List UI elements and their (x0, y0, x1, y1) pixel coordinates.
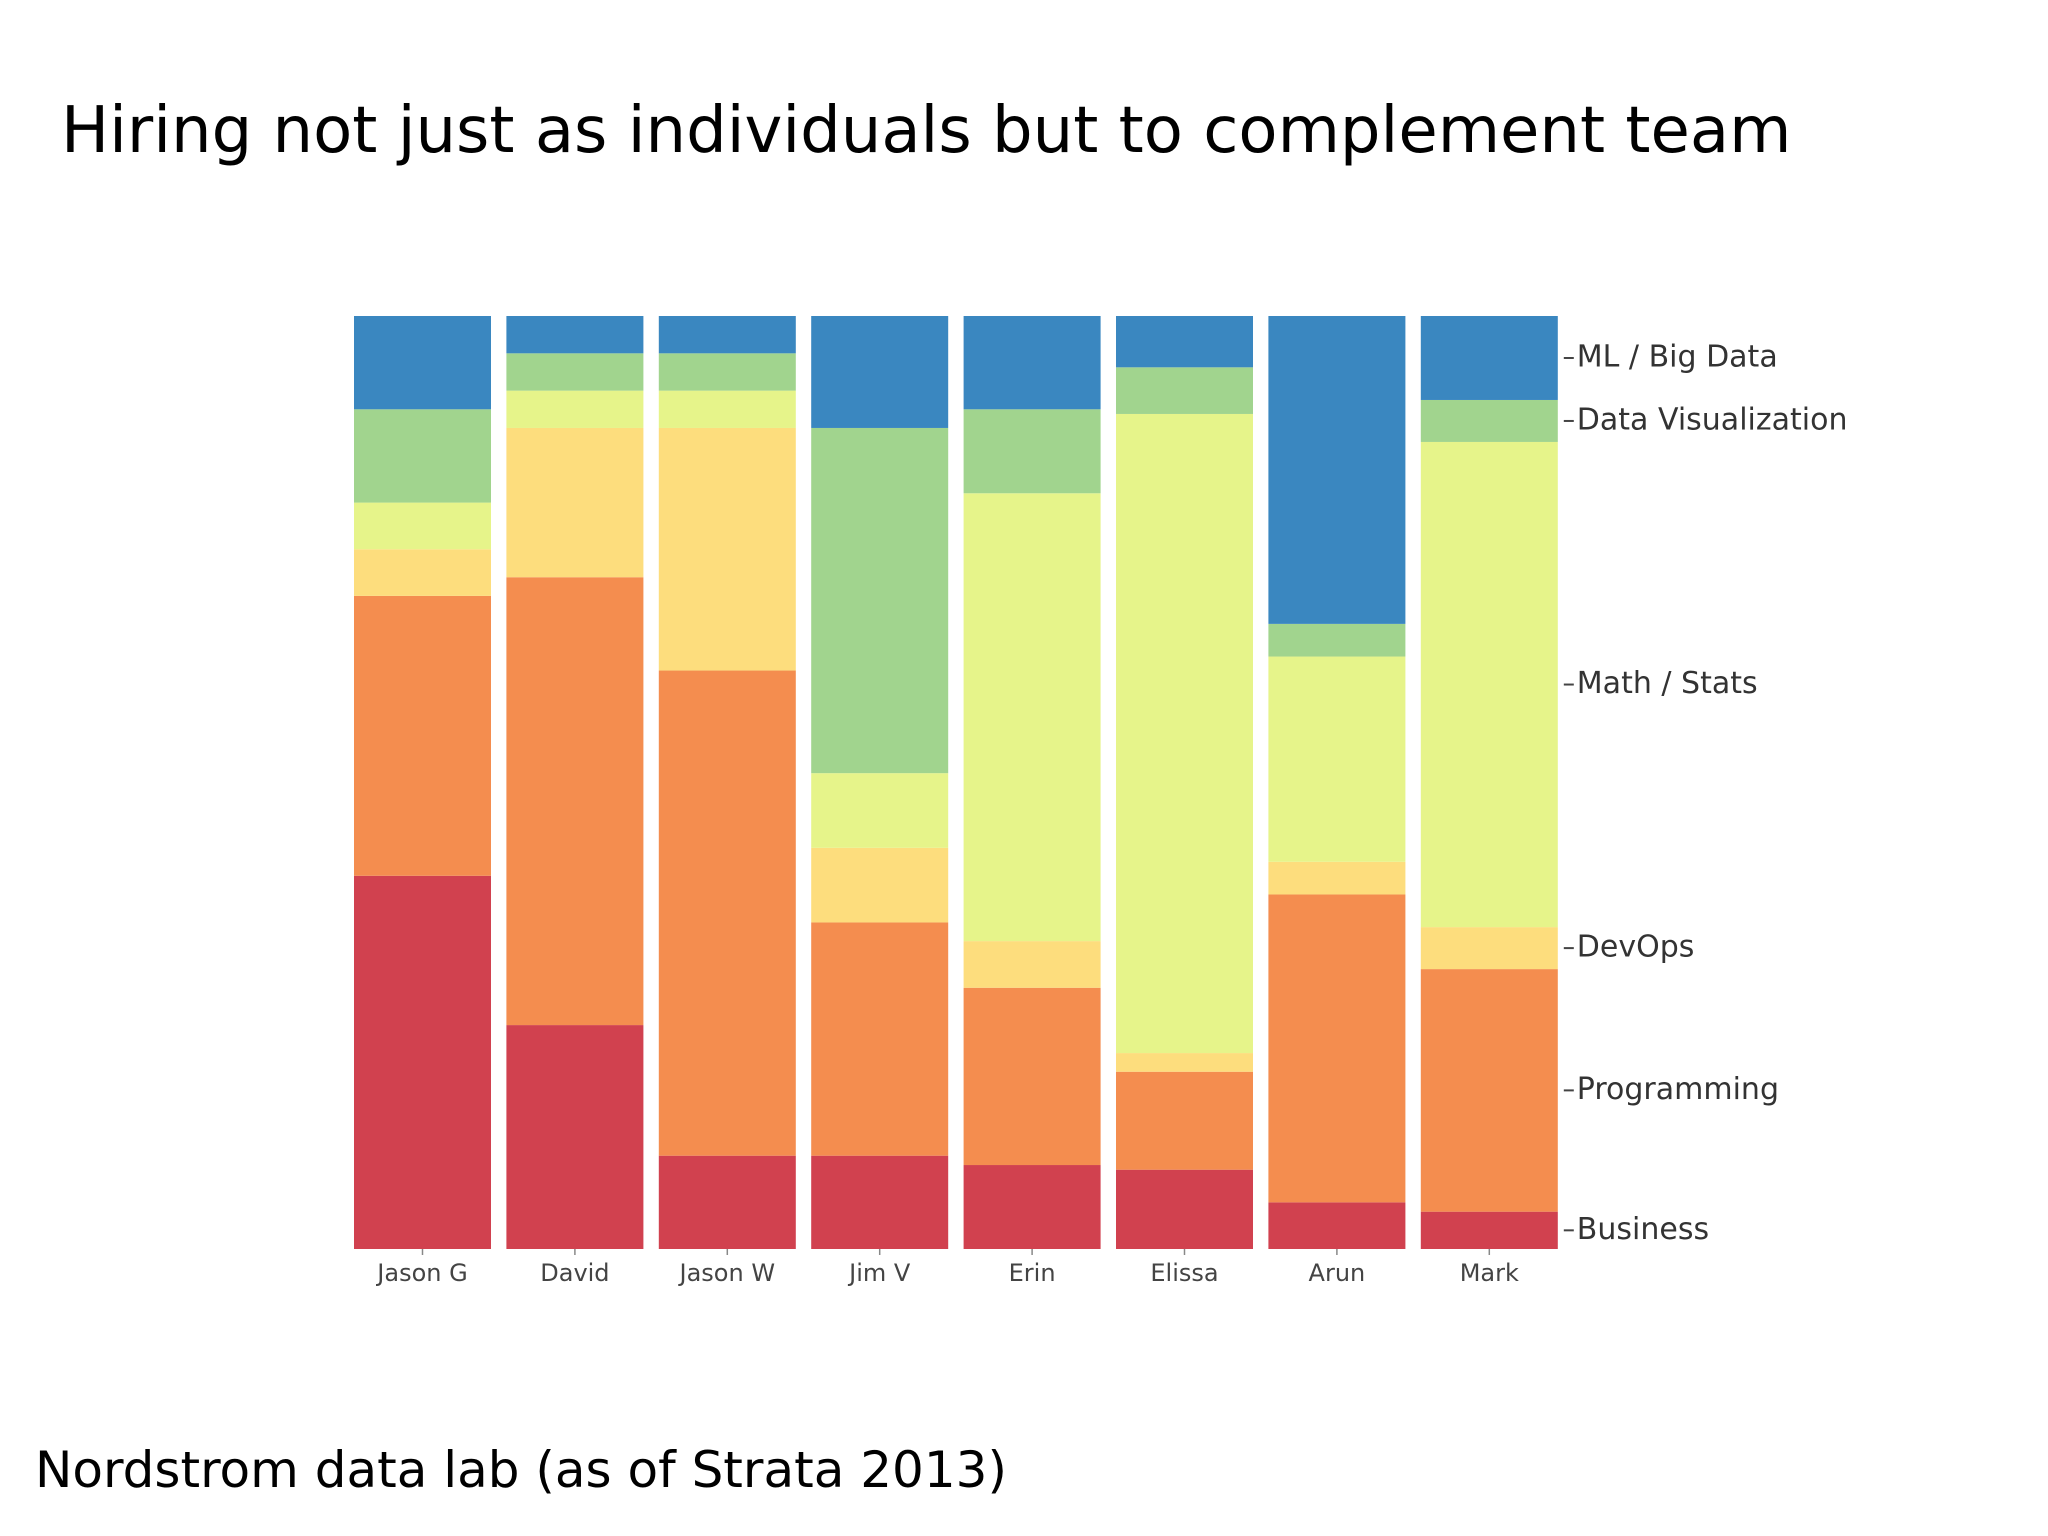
slide-title: Hiring not just as individuals but to co… (61, 94, 1791, 168)
bar-segment (963, 987, 1101, 1166)
bar-segment (1268, 656, 1406, 862)
bar-segment (1268, 894, 1406, 1203)
bar-segment (1268, 1202, 1406, 1249)
x-tick-label: Elissa (1150, 1259, 1218, 1287)
bar-segment (963, 409, 1101, 494)
x-tick-label: Erin (1009, 1259, 1056, 1287)
x-tick-label: Jason G (375, 1259, 467, 1287)
bar-segment (658, 353, 796, 391)
bar-segment (1268, 861, 1406, 895)
bar-segment (963, 316, 1101, 410)
bar-segment (506, 427, 644, 578)
bar-segment (811, 773, 949, 848)
bar-segment (1116, 1053, 1253, 1072)
bar-segment (658, 427, 796, 671)
bar-segment (811, 922, 949, 1156)
bar-segment (354, 409, 491, 503)
bar-segment (1420, 927, 1558, 970)
bar-segment (1116, 413, 1253, 1054)
x-tick-label: Jim V (847, 1259, 911, 1287)
legend-label: Programming (1577, 1072, 1779, 1107)
bar-segment (811, 427, 949, 774)
bar-segment (1116, 1169, 1253, 1249)
bar-segment (658, 390, 796, 428)
bar-segment (506, 1025, 644, 1249)
bar-segment (963, 1165, 1101, 1249)
bar-segment (1420, 399, 1558, 442)
legend-label: Data Visualization (1577, 402, 1848, 437)
bar-segment (354, 549, 491, 596)
bar-segment (1420, 441, 1558, 928)
legend-label: Math / Stats (1577, 666, 1758, 701)
bar-segment (811, 847, 949, 923)
x-tick-label: Mark (1460, 1259, 1519, 1287)
bar-segment (811, 1155, 949, 1249)
x-tick-label: Jason W (678, 1259, 776, 1287)
bar-segment (1116, 1071, 1253, 1170)
x-tick-label: David (540, 1259, 609, 1287)
legend-label: Business (1577, 1212, 1709, 1247)
bar-segment (658, 1155, 796, 1249)
bar-segment (1420, 1211, 1558, 1249)
legend-label: DevOps (1577, 930, 1695, 965)
bar-segment (1116, 316, 1253, 368)
bar-segment (811, 316, 949, 428)
bar-segment (963, 941, 1101, 988)
bar-segment (1420, 316, 1558, 400)
bar-segment (1268, 316, 1406, 624)
bar-segment (963, 493, 1101, 942)
slide-footer: Nordstrom data lab (as of Strata 2013) (35, 1441, 1007, 1499)
bar-segment (354, 595, 491, 876)
x-tick-label: Arun (1309, 1259, 1366, 1287)
bar-segment (658, 670, 796, 1156)
bar-segment (658, 316, 796, 354)
bar-segment (506, 316, 644, 354)
bar-segment (1420, 969, 1558, 1212)
bar-segment (354, 875, 491, 1249)
bar-segment (506, 353, 644, 391)
bar-segment (1268, 623, 1406, 657)
legend-label: ML / Big Data (1577, 339, 1778, 374)
bar-segment (354, 502, 491, 550)
bar-segment (354, 316, 491, 410)
bar-segment (1116, 367, 1253, 414)
bar-segment (506, 577, 644, 1026)
bar-segment (506, 390, 644, 428)
